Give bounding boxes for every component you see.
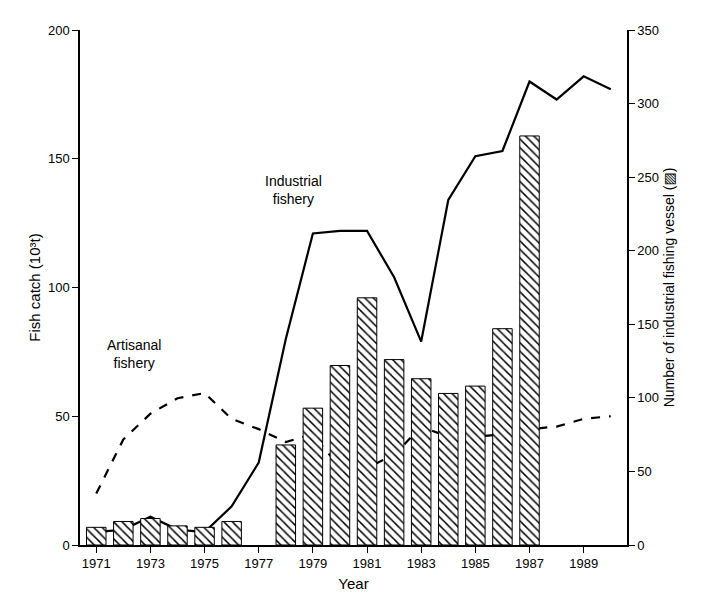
svg-text:Year: Year bbox=[338, 575, 368, 592]
svg-text:1975: 1975 bbox=[190, 556, 219, 571]
svg-text:0: 0 bbox=[62, 538, 69, 553]
svg-text:350: 350 bbox=[637, 23, 659, 38]
svg-text:150: 150 bbox=[48, 151, 70, 166]
svg-text:Artisanalfishery: Artisanalfishery bbox=[107, 337, 161, 371]
svg-text:Number of industrial fishing v: Number of industrial fishing vessel (▨) bbox=[661, 168, 677, 408]
svg-text:1977: 1977 bbox=[244, 556, 273, 571]
svg-text:1971: 1971 bbox=[82, 556, 111, 571]
svg-text:1983: 1983 bbox=[407, 556, 436, 571]
svg-text:Fish catch (10³t): Fish catch (10³t) bbox=[26, 233, 43, 341]
svg-text:0: 0 bbox=[637, 538, 644, 553]
svg-text:1989: 1989 bbox=[569, 556, 598, 571]
svg-text:300: 300 bbox=[637, 96, 659, 111]
svg-text:1985: 1985 bbox=[461, 556, 490, 571]
svg-text:50: 50 bbox=[637, 464, 651, 479]
svg-text:100: 100 bbox=[637, 390, 659, 405]
svg-text:250: 250 bbox=[637, 170, 659, 185]
svg-text:1979: 1979 bbox=[298, 556, 327, 571]
svg-text:100: 100 bbox=[48, 280, 70, 295]
svg-text:1973: 1973 bbox=[136, 556, 165, 571]
svg-text:200: 200 bbox=[637, 243, 659, 258]
svg-text:200: 200 bbox=[48, 23, 70, 38]
svg-text:1981: 1981 bbox=[353, 556, 382, 571]
svg-text:50: 50 bbox=[55, 409, 69, 424]
svg-text:Industrialfishery: Industrialfishery bbox=[265, 173, 322, 207]
svg-text:150: 150 bbox=[637, 317, 659, 332]
svg-text:1987: 1987 bbox=[515, 556, 544, 571]
